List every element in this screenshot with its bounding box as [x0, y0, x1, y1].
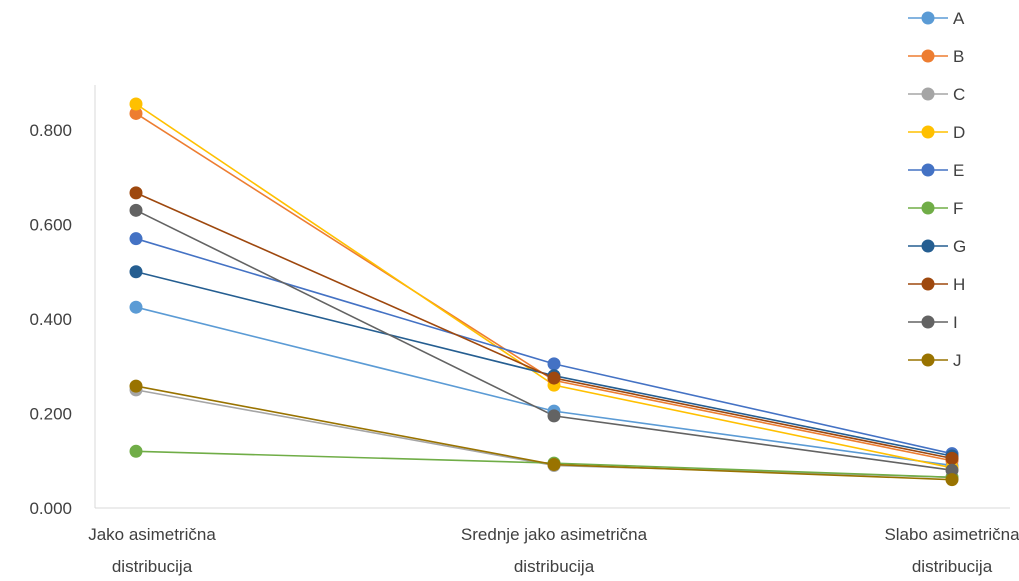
legend-label: A	[953, 9, 965, 28]
series-line-D	[135, 103, 953, 469]
legend-swatch-marker	[921, 277, 935, 291]
legend-swatch-marker	[921, 239, 935, 253]
legend-item-C: C	[908, 85, 965, 104]
data-point-I	[945, 463, 959, 477]
x-category-label: distribucija	[514, 557, 595, 576]
legend-swatch-marker	[921, 315, 935, 329]
y-tick-label: 0.600	[29, 216, 72, 235]
y-tick-label: 0.200	[29, 405, 72, 424]
legend-item-J: J	[908, 351, 962, 370]
legend-swatch-marker	[921, 87, 935, 101]
data-point-G	[129, 265, 143, 279]
legend-label: D	[953, 123, 965, 142]
data-point-J	[129, 379, 143, 393]
series-line-H	[135, 192, 953, 460]
legend-item-D: D	[908, 123, 965, 142]
x-category-label: Jako asimetrična	[88, 525, 216, 544]
y-tick-label: 0.800	[29, 121, 72, 140]
y-tick-label: 0.000	[29, 499, 72, 518]
data-point-H	[547, 371, 561, 385]
legend-label: J	[953, 351, 962, 370]
data-point-H	[945, 451, 959, 465]
legend-swatch-marker	[921, 201, 935, 215]
data-point-I	[547, 409, 561, 423]
x-category-label: distribucija	[912, 557, 993, 576]
data-point-A	[129, 300, 143, 314]
data-point-J	[945, 473, 959, 487]
legend-item-B: B	[908, 47, 964, 66]
legend-swatch-marker	[921, 163, 935, 177]
series-line-G	[135, 270, 953, 457]
legend-swatch-marker	[921, 49, 935, 63]
legend-item-E: E	[908, 161, 964, 180]
legend-label: G	[953, 237, 966, 256]
x-category-label: Slabo asimetrična	[884, 525, 1019, 544]
data-point-J	[547, 458, 561, 472]
data-point-F	[129, 444, 143, 458]
data-point-D	[129, 97, 143, 111]
series-lines	[135, 103, 953, 481]
legend-label: E	[953, 161, 964, 180]
x-category-label: Srednje jako asimetrična	[461, 525, 648, 544]
legend-swatch-marker	[921, 125, 935, 139]
legend-label: H	[953, 275, 965, 294]
x-category-labels: Jako asimetrična distribucija Srednje jako…	[88, 525, 1019, 576]
data-point-I	[129, 203, 143, 217]
data-point-H	[129, 186, 143, 200]
legend-label: B	[953, 47, 964, 66]
legend-item-I: I	[908, 313, 958, 332]
data-point-E	[129, 232, 143, 246]
legend-label: C	[953, 85, 965, 104]
legend-label: F	[953, 199, 963, 218]
data-point-B	[129, 106, 143, 120]
x-category-label: distribucija	[112, 557, 193, 576]
legend-item-G: G	[908, 237, 966, 256]
y-tick-labels: 0.000 0.200 0.400 0.600 0.800	[29, 121, 72, 518]
data-point-E	[547, 357, 561, 371]
legend-label: I	[953, 313, 958, 332]
y-tick-label: 0.400	[29, 310, 72, 329]
series-points	[129, 97, 959, 487]
legend-item-A: A	[908, 9, 965, 28]
legend-item-H: H	[908, 275, 965, 294]
legend-swatch-marker	[921, 353, 935, 367]
legend-swatch-marker	[921, 11, 935, 25]
legend-item-F: F	[908, 199, 963, 218]
